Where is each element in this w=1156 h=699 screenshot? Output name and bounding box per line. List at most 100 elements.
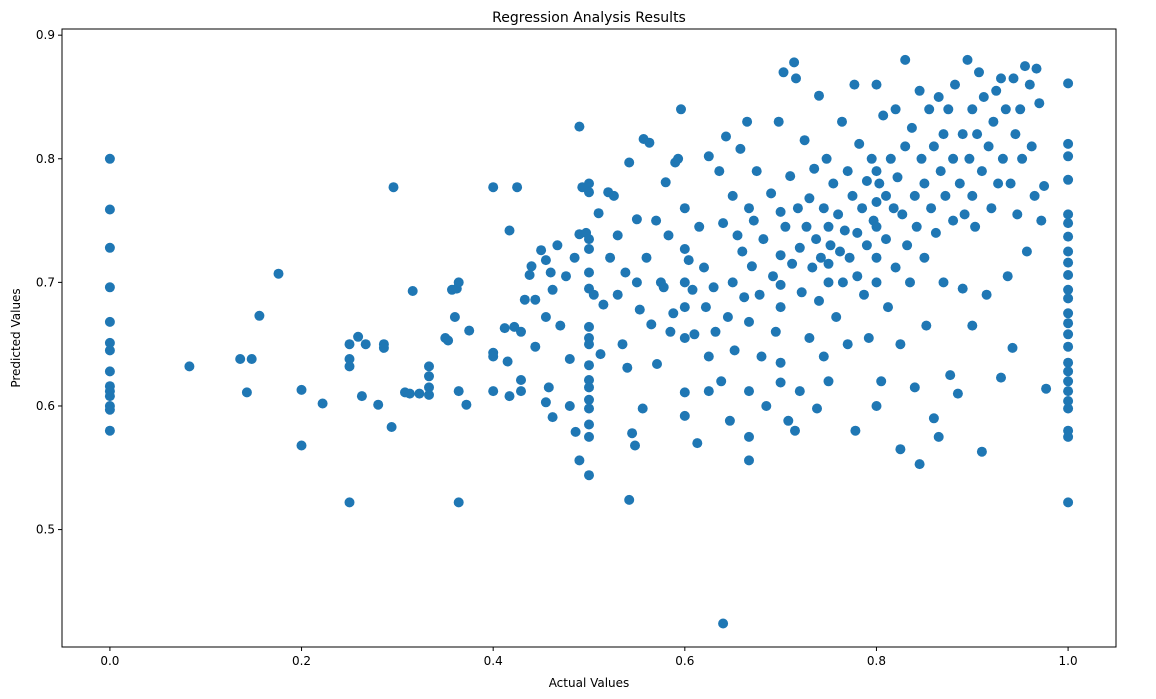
- scatter-point: [783, 415, 794, 426]
- scatter-point: [909, 190, 920, 201]
- scatter-point: [184, 361, 195, 372]
- scatter-point: [935, 166, 946, 177]
- scatter-point: [945, 370, 956, 381]
- scatter-point: [727, 277, 738, 288]
- scatter-point: [916, 153, 927, 164]
- scatter-point: [773, 116, 784, 127]
- scatter-point: [790, 425, 800, 436]
- scatter-point: [424, 371, 434, 382]
- scatter-point: [1034, 98, 1045, 109]
- scatter-point: [561, 271, 571, 282]
- scatter-point: [842, 339, 853, 350]
- scatter-point: [768, 271, 778, 282]
- scatter-point: [758, 234, 769, 245]
- scatter-point: [651, 215, 662, 226]
- scatter-point: [1063, 293, 1074, 304]
- scatter-point: [751, 166, 762, 177]
- scatter-point: [981, 289, 992, 300]
- scatter-point: [847, 190, 858, 201]
- scatter-point: [948, 153, 959, 164]
- scatter-point: [823, 258, 834, 269]
- scatter-point: [794, 386, 805, 397]
- scatter-point: [959, 209, 970, 220]
- scatter-point: [852, 227, 863, 238]
- scatter-point: [689, 329, 700, 340]
- scatter-point: [317, 398, 328, 409]
- scatter-point: [584, 267, 594, 278]
- scatter-point: [938, 129, 949, 140]
- scatter-point: [631, 214, 642, 225]
- scatter-point: [679, 277, 690, 288]
- scatter-point: [1063, 318, 1074, 329]
- scatter-point: [974, 67, 984, 78]
- scatter-point: [356, 391, 367, 402]
- scatter-point: [360, 339, 371, 350]
- x-axis-ticks: 0.0 0.2 0.4 0.6 0.8 1.0: [100, 647, 1078, 668]
- scatter-point: [246, 354, 257, 364]
- scatter-point: [818, 203, 829, 214]
- scatter-point: [876, 376, 887, 387]
- scatter-point: [540, 312, 551, 322]
- scatter-point: [837, 116, 847, 127]
- scatter-point: [890, 104, 901, 115]
- scatter-point: [584, 234, 594, 245]
- scatter-point: [569, 252, 580, 263]
- scatter-point: [818, 351, 829, 362]
- x-tick-label: 0.8: [867, 654, 886, 668]
- y-axis-ticks: 0.5 0.6 0.7 0.8 0.9: [36, 28, 62, 537]
- x-tick-label: 0.0: [100, 654, 119, 668]
- scatter-point: [919, 178, 930, 189]
- scatter-point: [837, 277, 848, 288]
- scatter-point: [921, 320, 932, 331]
- scatter-point: [1063, 376, 1074, 387]
- scatter-point: [104, 153, 115, 164]
- scatter-point: [584, 339, 594, 350]
- scatter-point: [967, 190, 978, 201]
- scatter-point: [404, 388, 415, 399]
- scatter-point: [919, 252, 930, 263]
- scatter-point: [652, 359, 662, 369]
- scatter-point: [748, 215, 759, 226]
- scatter-point: [794, 242, 805, 253]
- scatter-point: [988, 116, 999, 127]
- scatter-point: [1063, 151, 1074, 162]
- scatter-point: [1063, 403, 1074, 414]
- scatter-point: [373, 399, 384, 410]
- x-tick-label: 0.4: [484, 654, 503, 668]
- scatter-point: [807, 262, 818, 273]
- scatter-point: [526, 261, 537, 272]
- scatter-point: [386, 422, 397, 432]
- scatter-point: [504, 225, 515, 236]
- scatter-point: [792, 203, 803, 214]
- scatter-point: [1063, 341, 1074, 352]
- scatter-point: [983, 141, 994, 152]
- scatter-point: [443, 335, 454, 346]
- scatter-point: [512, 182, 523, 193]
- scatter-point: [683, 255, 694, 266]
- scatter-point: [692, 438, 703, 449]
- scatter-point: [584, 178, 594, 189]
- scatter-point: [540, 397, 551, 408]
- scatter-point: [584, 431, 594, 442]
- scatter-point: [273, 268, 284, 279]
- chart-title: Regression Analysis Results: [492, 10, 686, 26]
- scatter-point: [584, 419, 594, 430]
- scatter-point: [676, 104, 686, 115]
- scatter-point: [1036, 215, 1047, 226]
- scatter-point: [241, 387, 252, 398]
- scatter-point: [540, 255, 551, 266]
- scatter-point: [1010, 129, 1021, 140]
- scatter-point: [787, 258, 798, 269]
- scatter-point: [881, 234, 891, 245]
- scatter-point: [895, 339, 906, 350]
- scatter-point: [900, 141, 911, 152]
- scatter-point: [839, 225, 850, 236]
- scatter-point: [775, 357, 786, 368]
- scatter-point: [964, 153, 975, 164]
- scatter-point: [536, 245, 547, 256]
- scatter-point: [644, 137, 655, 148]
- scatter-point: [595, 349, 606, 360]
- scatter-point: [871, 277, 882, 288]
- scatter-point: [801, 221, 812, 232]
- y-tick-label: 0.6: [36, 399, 55, 413]
